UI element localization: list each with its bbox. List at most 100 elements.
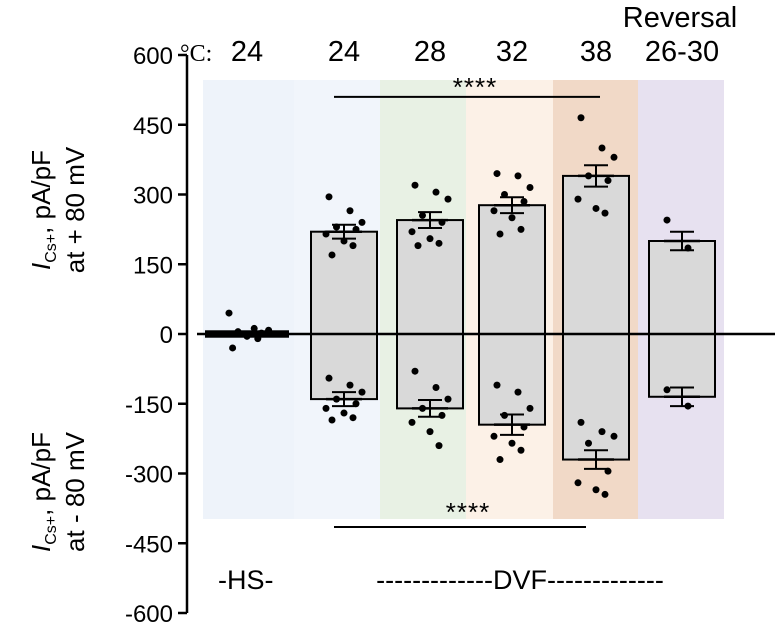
data-point [328,251,336,259]
bar-negative-3 [478,333,546,426]
data-point [514,172,522,180]
ylabel-bottom-symbol: I [26,545,56,552]
y-tick-label: 0 [160,322,173,349]
data-point [598,144,606,152]
bar-positive-3 [478,204,546,335]
data-point [574,479,582,487]
data-point [349,242,357,250]
data-point [325,193,333,201]
data-point [322,404,330,412]
significance-label: **** [446,497,490,527]
ylabel-top-condition: at + 80 mV [60,146,90,273]
category-label-3: 32 [496,36,528,68]
data-point [517,446,525,454]
data-point [411,181,419,189]
data-point [358,218,366,226]
data-point [520,197,528,205]
category-label-2: 28 [414,36,446,68]
data-point [257,329,265,337]
category-label-1: 24 [328,36,360,68]
category-label-5: 26-30 [645,36,719,68]
ylabel-top-symbol: I [26,263,56,270]
data-point [358,388,366,396]
data-point [234,328,242,336]
ylabel-bottom-condition: at - 80 mV [60,431,90,552]
data-point [254,335,262,343]
data-point [501,191,508,198]
y-tick-label: 150 [133,252,173,279]
y-tick-label: 450 [133,113,173,140]
data-point [243,332,251,340]
temperature-unit-label: °C: [180,41,212,67]
y-axis-title-top: ICs+, pA/pF at + 80 mV [26,146,90,273]
ylabel-bottom-unit: , pA/pF [26,432,56,516]
ylabel-top-subscript: Cs+ [43,234,60,263]
bar-negative-1 [310,333,378,401]
data-point [225,309,233,317]
data-point [577,418,585,426]
ylabel-bottom-subscript: Cs+ [43,516,60,545]
data-point [408,418,416,426]
data-point [438,411,446,419]
bar-positive-4 [562,174,630,335]
data-point [325,374,333,382]
data-point [517,225,525,233]
y-tick-label: -450 [125,531,173,558]
svg-text:ICs+, pA/pF: ICs+, pA/pF [26,150,60,270]
data-point [250,324,258,332]
category-label-4: 38 [580,36,612,68]
data-point [426,235,434,243]
error-bars [326,164,700,470]
data-point [585,439,592,447]
data-point [432,383,440,391]
data-point [610,432,618,440]
data-point [601,490,609,498]
data-point [221,330,229,338]
data-point [496,230,504,238]
bar-negative-4 [562,333,630,461]
data-point [340,409,348,417]
y-tick-label: -600 [125,601,173,628]
data-point [265,326,273,334]
significance-markers: **** **** [334,72,600,528]
data-point [592,486,600,494]
data-point [496,456,504,464]
data-point [490,207,498,215]
data-point [663,386,671,394]
data-point [435,239,443,247]
bar-negative-2 [396,333,464,410]
data-point [598,428,606,436]
data-point [346,381,354,389]
y-tick-label: 600 [133,43,173,70]
data-point [577,114,585,122]
data-point [526,404,534,412]
data-point [514,388,522,396]
significance-label: **** [453,72,497,102]
data-point [610,153,618,161]
y-axis-title-bottom: ICs+, pA/pF at - 80 mV [26,431,90,552]
data-point [229,344,237,352]
data-point [604,177,612,185]
data-point [490,432,498,440]
bar-positive-1 [310,230,378,335]
data-point [663,216,671,224]
data-point [493,381,501,389]
data-point [408,228,416,236]
bars [205,174,716,461]
ylabel-top-unit: , pA/pF [26,150,56,234]
group-label-hs: -HS- [218,565,274,595]
svg-text:ICs+, pA/pF: ICs+, pA/pF [26,432,60,552]
data-point [444,395,452,403]
data-point [493,170,501,178]
bar-positive-5 [648,240,716,335]
y-tick-label: -150 [125,392,173,419]
data-point [444,195,452,203]
data-point [419,211,426,219]
data-point [346,207,354,215]
band-0 [203,80,294,519]
tick-labels: 600 450 300 150 0 -150 -300 -450 -600 [125,43,173,628]
group-label-dvf: -------------DVF------------- [376,565,664,595]
data-point [411,367,419,375]
